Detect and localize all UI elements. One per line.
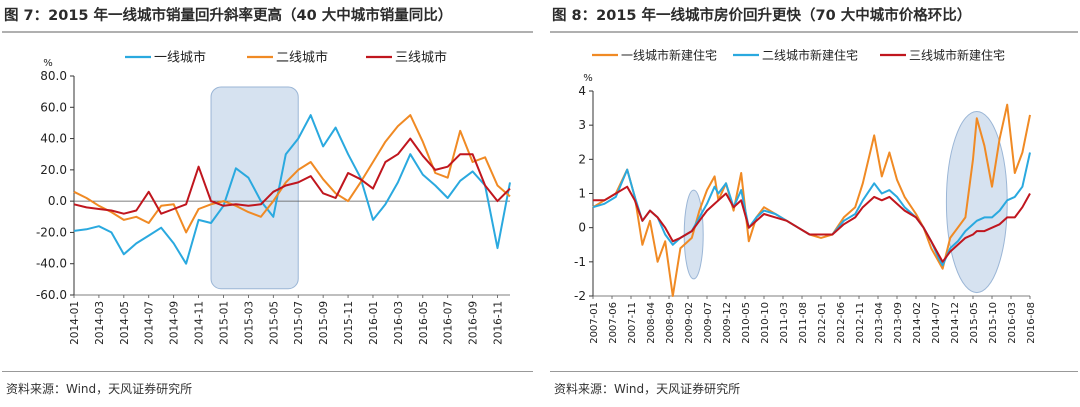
y-tick-label: 20.0 [40,163,67,177]
x-tick-label: 2015-01 [218,301,230,345]
x-tick-label: 2015-05 [969,302,980,344]
x-tick-label: 2007-01 [589,302,600,344]
x-tick-label: 2009-02 [684,302,695,344]
chart-title: 图 7：2015 年一线城市销量回升斜率更高（40 大中城市销量同比） [4,8,453,24]
x-tick-label: 2014-12 [950,302,961,344]
y-tick-label: 3 [578,118,586,132]
y-tick-label: -1 [574,255,586,269]
x-tick-label: 2016-05 [418,301,430,345]
x-tick-label: 2012-11 [855,302,866,344]
legend-label: 一线城市 [154,50,206,66]
x-tick-label: 2016-07 [443,301,455,345]
x-tick-label: 2015-03 [243,301,255,345]
x-tick-label: 2016-11 [493,301,505,345]
x-tick-label: 2009-12 [722,302,733,344]
x-tick-label: 2014-01 [69,301,81,345]
y-tick-label: 1 [578,187,586,201]
x-tick-label: 2015-09 [318,301,330,345]
x-tick-label: 2008-09 [665,302,676,344]
x-tick-label: 2014-03 [94,301,106,345]
y-axis-unit: % [43,58,53,69]
sales-yoy-chart: 80.0 60.0 40.0 20.0 0.0 -20.0 -40.0 -60.0% 2014-… [36,50,511,345]
series-line [593,185,1031,263]
y-tick-label: -20.0 [36,225,67,239]
y-tick-label: -40.0 [36,257,67,271]
legend-label: 二线城市新建住宅 [762,48,858,63]
x-tick-label: 2014-09 [169,301,181,345]
x-tick-label: 2011-08 [798,302,809,344]
y-tick-label: 2 [578,152,586,166]
series-line [73,114,511,265]
source-rule [2,371,533,372]
y-tick-label: 0.0 [48,194,67,208]
y-tick-label: 0 [578,221,586,235]
title-rule [2,31,533,33]
x-tick-label: 2009-07 [703,302,714,344]
x-tick-label: 2011-03 [779,302,790,344]
source-note: 资料来源：Wind，天风证券研究所 [554,382,741,396]
y-tick-label: 40.0 [40,132,67,146]
x-tick-label: 2016-03 [1007,302,1018,344]
x-tick-label: 2016-01 [368,301,380,345]
y-tick-label: -2 [574,289,586,303]
chart-panel-prices: 图 8：2015 年一线城市房价回升更快（70 大中城市价格环比） 4 3 2 1 0 -… [548,0,1080,407]
x-tick-label: 2013-04 [874,302,885,344]
highlight-ellipse [945,111,1008,294]
x-tick-label: 2014-11 [194,301,206,345]
series-line [73,137,511,215]
source-note: 资料来源：Wind，天风证券研究所 [6,382,193,396]
x-tick-label: 2013-09 [893,302,904,344]
y-tick-label: 4 [578,84,586,98]
legend-label: 二线城市 [276,50,328,66]
x-tick-label: 2014-05 [119,301,131,345]
x-tick-label: 2014-07 [931,302,942,344]
x-tick-label: 2015-07 [293,301,305,345]
title-rule [550,31,1078,33]
x-tick-label: 2012-01 [817,302,828,344]
y-tick-label: 60.0 [40,100,67,114]
price-mom-chart: 4 3 2 1 0 -1 -2% 2007-01 2007-06 2007-11 2008-04 20… [574,48,1037,344]
source-rule [550,371,1078,372]
x-tick-label: 2015-11 [343,301,355,345]
chart-title: 图 8：2015 年一线城市房价回升更快（70 大中城市价格环比） [552,8,972,24]
x-tick-label: 2010-10 [760,302,771,344]
x-tick-label: 2015-10 [988,302,999,344]
x-tick-label: 2008-04 [646,302,657,344]
y-tick-label: -60.0 [36,288,67,302]
x-tick-label: 2007-11 [627,302,638,344]
y-tick-label: 80.0 [40,69,67,83]
x-tick-label: 2014-07 [144,301,156,345]
legend-label: 三线城市新建住宅 [909,48,1005,63]
series-line [73,114,511,234]
y-axis-unit: % [583,73,593,84]
x-tick-label: 2016-08 [1026,302,1037,344]
x-tick-label: 2012-06 [836,302,847,344]
x-tick-label: 2016-03 [393,301,405,345]
series-line [592,103,1031,297]
x-tick-label: 2014-02 [912,302,923,344]
x-tick-label: 2016-09 [468,301,480,345]
chart-panel-sales: 图 7：2015 年一线城市销量回升斜率更高（40 大中城市销量同比） 80.0… [0,0,535,407]
x-tick-label: 2010-05 [741,302,752,344]
x-tick-label: 2015-05 [268,301,280,345]
legend-label: 三线城市 [395,50,447,66]
legend-label: 一线城市新建住宅 [621,48,717,63]
x-tick-label: 2007-06 [608,302,619,344]
